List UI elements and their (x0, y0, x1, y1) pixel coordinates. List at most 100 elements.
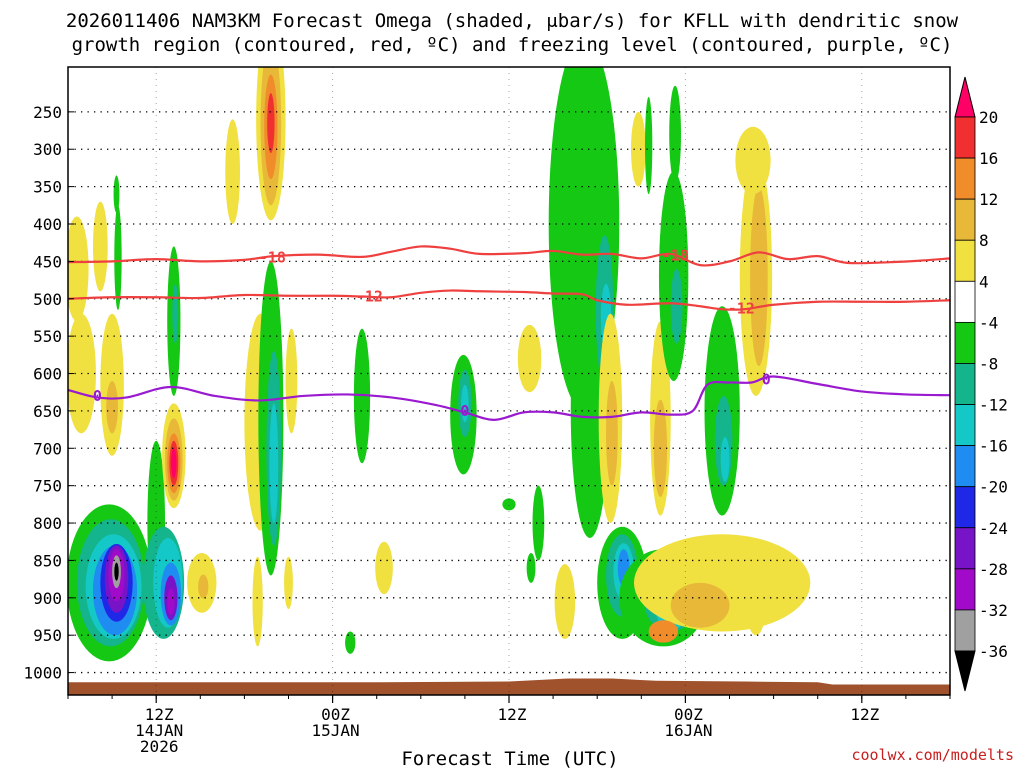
omega-cell-42 (252, 556, 263, 647)
omega-cell-6 (114, 205, 122, 310)
x-tick-label-30-0: 12Z (498, 705, 527, 724)
colorbar-label-8: -16 (979, 437, 1008, 456)
x-tick-label-42-0: 00Z (674, 705, 703, 724)
omega-cell-5 (113, 175, 120, 213)
y-tick-label-950: 950 (33, 626, 62, 645)
omega-cell-45 (345, 631, 356, 654)
omega-cell-50 (532, 485, 545, 561)
y-tick-label-750: 750 (33, 477, 62, 496)
colorbar-label-3: 8 (979, 231, 989, 250)
omega-cell-82 (750, 186, 768, 367)
colorbar-label-1: 16 (979, 149, 998, 168)
colorbar-label-11: -28 (979, 560, 1008, 579)
omega-cell-71 (670, 268, 683, 344)
colorbar-label-6: -8 (979, 354, 998, 373)
y-tick-label-500: 500 (33, 290, 62, 309)
colorbar-label-13: -36 (979, 642, 1008, 661)
omega-cell-35 (267, 93, 275, 153)
omega-cell-0 (68, 216, 89, 322)
omega-cell-1 (92, 201, 108, 292)
colorbar-bin-1 (954, 116, 976, 159)
x-tick-label-18-1: 15JAN (312, 721, 360, 740)
y-tick-label-250: 250 (33, 103, 62, 122)
x-tick-label-6-0: 12Z (145, 705, 174, 724)
colorbar-bin-5 (954, 280, 976, 323)
y-tick-label-450: 450 (33, 252, 62, 271)
terrain-ground (68, 678, 950, 695)
omega-cell-56 (597, 104, 615, 180)
x-tick-label-6-2: 2026 (140, 737, 179, 756)
omega-cell-55 (554, 564, 576, 639)
chart-title-line-1: 2026011406 NAM3KM Forecast Omega (shaded… (66, 10, 959, 32)
omega-cell-39 (269, 403, 279, 524)
omega-cell-76 (670, 582, 730, 628)
freezing-level-line (68, 375, 950, 421)
colorbar-bin-13 (954, 609, 976, 652)
omega-cell-23 (172, 283, 179, 344)
colorbar-bin-6 (954, 321, 976, 364)
colorbar-label-10: -24 (979, 519, 1008, 538)
chart-title-line-2: growth region (contoured, red, ºC) and f… (72, 34, 953, 56)
omega-cell-83 (735, 126, 771, 195)
omega-cell-21 (167, 588, 175, 616)
dgz-minus12-line (68, 289, 950, 311)
colorbar-label-2: 12 (979, 190, 998, 209)
colorbar-bin-3 (954, 198, 976, 241)
freezing-level-label: 0 (460, 402, 469, 420)
temperature-contours: -18 -12 0 -18 -12 0 0 (68, 245, 950, 421)
x-tick-label-54-0: 12Z (850, 705, 879, 724)
colorbar-label-9: -20 (979, 478, 1008, 497)
terrain (68, 678, 950, 695)
omega-cell-52 (517, 324, 542, 393)
omega-cell-51 (526, 552, 536, 583)
x-axis-label: Forecast Time (UTC) (401, 748, 618, 768)
colorbar-label-7: -12 (979, 396, 1008, 415)
colorbar-label-4: 4 (979, 272, 989, 291)
colorbar-bin-2 (954, 157, 976, 200)
dgz-minus12-label: -12 (356, 288, 383, 306)
colorbar-bin-8 (954, 404, 976, 447)
colorbar-label-12: -32 (979, 601, 1008, 620)
y-tick-label-300: 300 (33, 140, 62, 159)
omega-cell-65 (631, 111, 646, 187)
colorbar-bottom-arrow (954, 650, 976, 692)
colorbar: 20 16 12 8 4 -4 -8 -12 -16 -20 -24 -28 -32 -36 (954, 76, 1008, 692)
colorbar-top-arrow (954, 76, 976, 118)
colorbar-bin-9 (954, 445, 976, 488)
omega-cell-28 (171, 448, 177, 479)
y-tick-label-800: 800 (33, 514, 62, 533)
omega-cell-80 (720, 437, 730, 482)
colorbar-bin-7 (954, 363, 976, 405)
credit-text: coolwx.com/modelts (851, 746, 1014, 764)
omega-cell-60 (606, 381, 618, 486)
omega-cell-49 (502, 498, 516, 511)
dgz-minus18-line (68, 245, 950, 267)
omega-cell-15 (114, 562, 119, 581)
omega-cell-84 (747, 590, 765, 636)
dgz-minus18-label-2: -18 (662, 246, 689, 264)
y-tick-label-850: 850 (33, 551, 62, 570)
colorbar-bin-12 (954, 568, 976, 611)
omega-cell-40 (285, 328, 298, 434)
x-tick-label-18-0: 00Z (321, 705, 350, 724)
y-tick-label-350: 350 (33, 178, 62, 197)
y-tick-label-550: 550 (33, 327, 62, 346)
y-tick-label-900: 900 (33, 589, 62, 608)
colorbar-label-5: -4 (979, 313, 998, 332)
colorbar-bin-4 (954, 239, 976, 282)
colorbar-bin-10 (954, 486, 976, 529)
omega-cell-66 (644, 96, 653, 195)
y-tick-label-1000: 1000 (23, 664, 62, 683)
omega-cell-4 (106, 381, 118, 434)
colorbar-label-0: 20 (979, 108, 998, 127)
dgz-minus18-label: -18 (259, 249, 286, 267)
y-axis: 250 300 350 400 450 500 550 600 650 700 750 800 850 9… (23, 103, 74, 683)
y-tick-label-650: 650 (33, 402, 62, 421)
y-tick-label-700: 700 (33, 439, 62, 458)
omega-cell-77 (648, 620, 679, 643)
colorbar-bin-11 (954, 527, 976, 570)
omega-cell-41 (284, 556, 293, 610)
gridlines (68, 67, 950, 695)
